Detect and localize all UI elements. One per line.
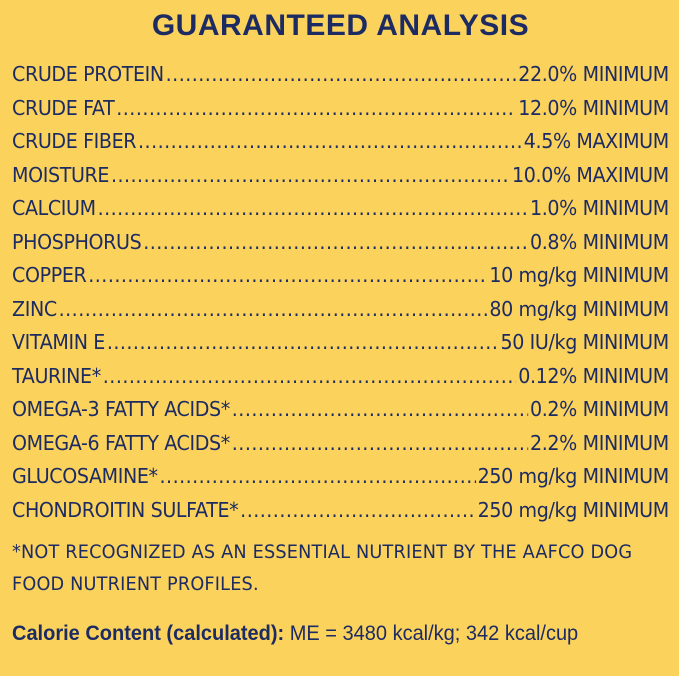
nutrient-name: GLUCOSAMINE* (12, 464, 158, 488)
nutrient-name: COPPER (12, 263, 87, 287)
nutrient-name: CALCIUM (12, 196, 96, 220)
analysis-row-vitamin-e: VITAMIN E 50 IU/kg MINIMUM (12, 326, 669, 360)
nutrient-value: 22.0% MINIMUM (518, 62, 669, 86)
nutrient-name: OMEGA-6 FATTY ACIDS* (12, 430, 230, 455)
calorie-value: ME = 3480 kcal/kg; 342 kcal/cup (284, 621, 579, 645)
footnote: *NOT RECOGNIZED AS AN ESSENTIAL NUTRIENT… (12, 541, 633, 595)
panel-title: GUARANTEED ANALYSIS (151, 9, 530, 42)
analysis-row-calcium: CALCIUM 1.0% MINIMUM (12, 192, 669, 226)
dot-leader (138, 125, 522, 159)
dot-leader (240, 494, 476, 528)
dot-leader (107, 326, 499, 360)
nutrient-name: OMEGA-3 FATTY ACIDS* (12, 397, 230, 421)
nutrient-value: 50 IU/kg MINIMUM (500, 330, 669, 354)
nutrient-name: TAURINE* (12, 363, 101, 388)
nutrient-name: VITAMIN E (12, 330, 105, 354)
dot-leader (116, 92, 516, 126)
calorie-content: Calorie Content (calculated): ME = 3480 … (12, 618, 669, 648)
nutrient-name: CRUDE FAT (12, 95, 115, 120)
dot-leader (166, 58, 517, 92)
analysis-row-omega-3: OMEGA-3 FATTY ACIDS* 0.2% MINIMUM (12, 393, 669, 427)
nutrient-value: 80 mg/kg MINIMUM (489, 296, 669, 321)
nutrient-value: 4.5% MAXIMUM (523, 129, 669, 153)
dot-leader (111, 159, 510, 193)
analysis-row-phosphorus: PHOSPHORUS 0.8% MINIMUM (12, 226, 669, 260)
dot-leader (232, 427, 528, 461)
nutrient-name: CRUDE FIBER (12, 129, 137, 153)
dot-leader (103, 360, 517, 394)
dot-leader (160, 460, 476, 494)
analysis-row-copper: COPPER 10 mg/kg MINIMUM (12, 259, 669, 293)
analysis-rows: CRUDE PROTEIN 22.0% MINIMUM CRUDE FAT 12… (12, 58, 669, 527)
nutrient-value: 2.2% MINIMUM (529, 430, 669, 455)
analysis-row-moisture: MOISTURE 10.0% MAXIMUM (12, 159, 669, 193)
nutrient-name: PHOSPHORUS (12, 229, 142, 254)
dot-leader (88, 259, 487, 293)
nutrient-name: MOISTURE (12, 162, 110, 187)
analysis-row-chondroitin-sulfate: CHONDROITIN SULFATE* 250 mg/kg MINIMUM (12, 494, 669, 528)
nutrient-value: 10 mg/kg MINIMUM (489, 263, 669, 287)
nutrient-name: ZINC (12, 296, 57, 321)
analysis-row-glucosamine: GLUCOSAMINE* 250 mg/kg MINIMUM (12, 460, 669, 494)
nutrient-value: 12.0% MINIMUM (518, 95, 669, 120)
nutrient-value: 250 mg/kg MINIMUM (477, 497, 670, 522)
nutrient-value: 1.0% MINIMUM (529, 196, 669, 220)
calorie-label: Calorie Content (calculated): (12, 621, 285, 645)
nutrient-value: 0.8% MINIMUM (529, 229, 669, 254)
dot-leader (98, 192, 529, 226)
analysis-row-omega-6: OMEGA-6 FATTY ACIDS* 2.2% MINIMUM (12, 427, 669, 461)
analysis-row-zinc: ZINC 80 mg/kg MINIMUM (12, 293, 669, 327)
dot-leader (143, 226, 528, 260)
analysis-row-crude-fiber: CRUDE FIBER 4.5% MAXIMUM (12, 125, 669, 159)
nutrient-value: 0.2% MINIMUM (529, 397, 669, 421)
nutrient-value: 250 mg/kg MINIMUM (477, 464, 670, 488)
analysis-row-taurine: TAURINE* 0.12% MINIMUM (12, 360, 669, 394)
analysis-row-crude-protein: CRUDE PROTEIN 22.0% MINIMUM (12, 58, 669, 92)
analysis-row-crude-fat: CRUDE FAT 12.0% MINIMUM (12, 92, 669, 126)
nutrient-name: CHONDROITIN SULFATE* (12, 497, 239, 522)
dot-leader (232, 393, 528, 427)
dot-leader (59, 293, 488, 327)
nutrient-name: CRUDE PROTEIN (12, 62, 164, 86)
nutrient-value: 0.12% MINIMUM (518, 363, 669, 388)
nutrient-value: 10.0% MAXIMUM (512, 162, 669, 187)
